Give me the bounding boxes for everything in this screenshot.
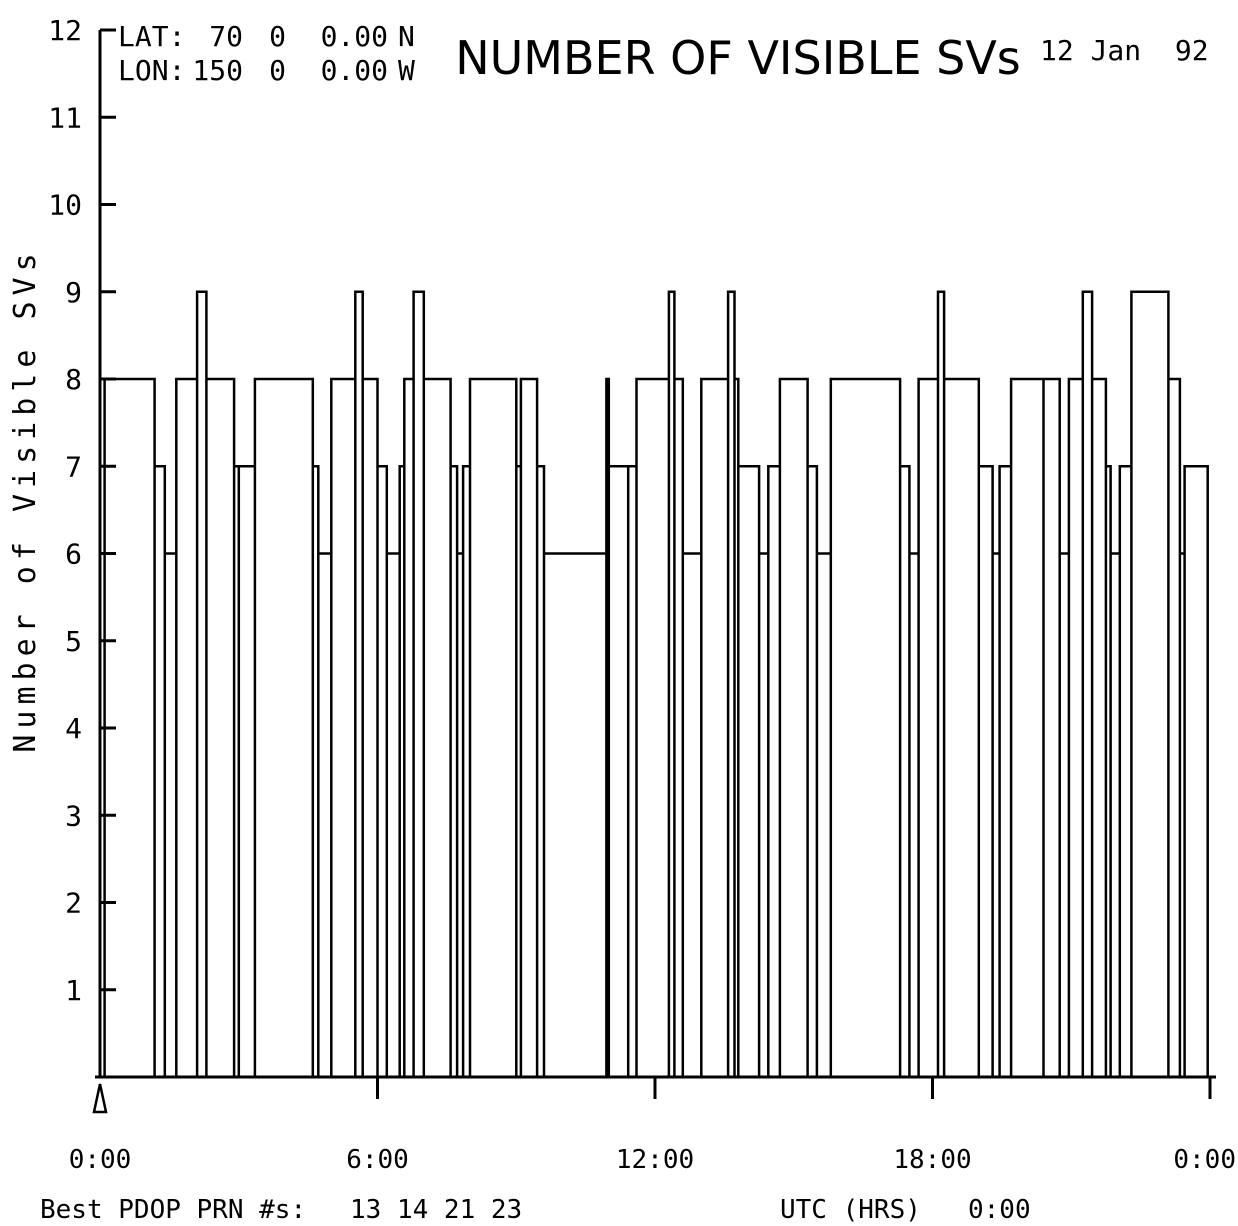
chart-title: NUMBER OF VISIBLE SVs	[455, 31, 1021, 85]
lat-deg: 70	[209, 20, 243, 53]
lon-hem: W	[398, 54, 415, 87]
sv-count-trace	[103, 290, 1209, 1077]
y-tick-label-7: 7	[65, 450, 82, 483]
x-tick-label-0: 0:00	[69, 1145, 132, 1175]
y-tick-label-5: 5	[65, 625, 82, 658]
lat-min: 0	[269, 20, 286, 53]
y-tick-label-3: 3	[65, 799, 82, 832]
y-axis-label: Number of Visible SVs	[8, 247, 43, 752]
x-axis-label: UTC (HRS)	[780, 1195, 921, 1225]
x-ticks: 0:00 6:00 12:00 18:00 0:00	[69, 1077, 1236, 1175]
y-tick-label-4: 4	[65, 712, 82, 745]
y-tick-label-1: 1	[65, 974, 82, 1007]
x-tick-label-2: 12:00	[616, 1145, 694, 1175]
y-tick-label-9: 9	[65, 276, 82, 309]
lon-deg: 150	[192, 54, 243, 87]
y-tick-label-2: 2	[65, 887, 82, 920]
y-tick-label-10: 10	[48, 189, 82, 222]
y-tick-label-11: 11	[48, 101, 82, 134]
y-tick-label-8: 8	[65, 363, 82, 396]
y-tick-label-12: 12	[48, 14, 82, 47]
best-pdop-prns: 13 14 21 23	[350, 1195, 522, 1225]
lon-sec: 0.00	[321, 54, 388, 87]
lat-hem: N	[398, 20, 415, 53]
sv-count-step-line	[103, 290, 1209, 1077]
x-tick-label-4: 0:00	[1173, 1145, 1236, 1175]
start-time-marker	[92, 1083, 108, 1114]
x-tick-label-1: 6:00	[346, 1145, 409, 1175]
y-tick-label-6: 6	[65, 538, 82, 571]
chart-date: 12 Jan 92	[1040, 34, 1209, 67]
lat-sec: 0.00	[321, 20, 388, 53]
utc-value: 0:00	[968, 1195, 1031, 1225]
x-tick-label-3: 18:00	[893, 1145, 971, 1175]
lon-min: 0	[269, 54, 286, 87]
best-pdop-label: Best PDOP PRN #s:	[40, 1195, 306, 1225]
lon-label: LON:	[118, 54, 185, 87]
lat-label: LAT:	[118, 20, 185, 53]
